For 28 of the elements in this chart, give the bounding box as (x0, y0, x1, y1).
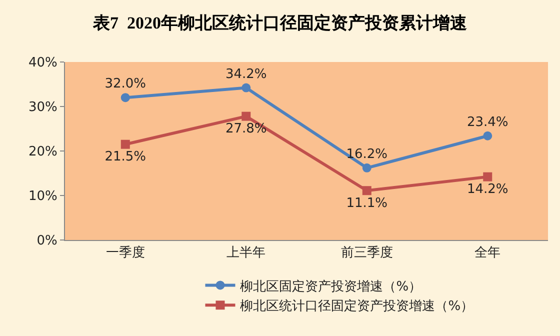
x-tick-label: 上半年 (226, 246, 266, 261)
data-label: 32.0% (104, 76, 146, 92)
point (120, 93, 130, 102)
y-tick-label: 20% (28, 144, 58, 160)
legend-label: 柳北区统计口径固定资产投资增速（%） (240, 299, 474, 314)
point (362, 186, 372, 196)
point (242, 112, 251, 121)
chart-title: 表7 2020年柳北区统计口径固定资产投资累计增速 (92, 14, 467, 33)
y-tick-label: 40% (28, 56, 58, 71)
data-label: 23.4% (466, 114, 508, 130)
data-label: 14.2% (466, 182, 508, 198)
y-tick-label: 10% (28, 189, 58, 204)
point (483, 172, 492, 182)
x-tick-label: 全年 (474, 246, 501, 261)
point (242, 83, 251, 92)
data-label: 21.5% (104, 150, 146, 165)
y-tick-label: 30% (28, 100, 58, 116)
y-tick-label: 0% (36, 234, 58, 249)
point (483, 131, 492, 140)
data-label: 16.2% (346, 147, 388, 162)
data-label: 27.8% (225, 122, 267, 137)
data-label: 34.2% (225, 66, 267, 82)
data-label: 11.1% (346, 196, 388, 211)
x-tick-label: 一季度 (106, 244, 145, 261)
legend-label: 柳北区固定资产投资增速（%） (240, 279, 422, 294)
point (362, 163, 372, 172)
x-tick-label: 前三季度 (340, 244, 393, 261)
point (120, 140, 130, 149)
